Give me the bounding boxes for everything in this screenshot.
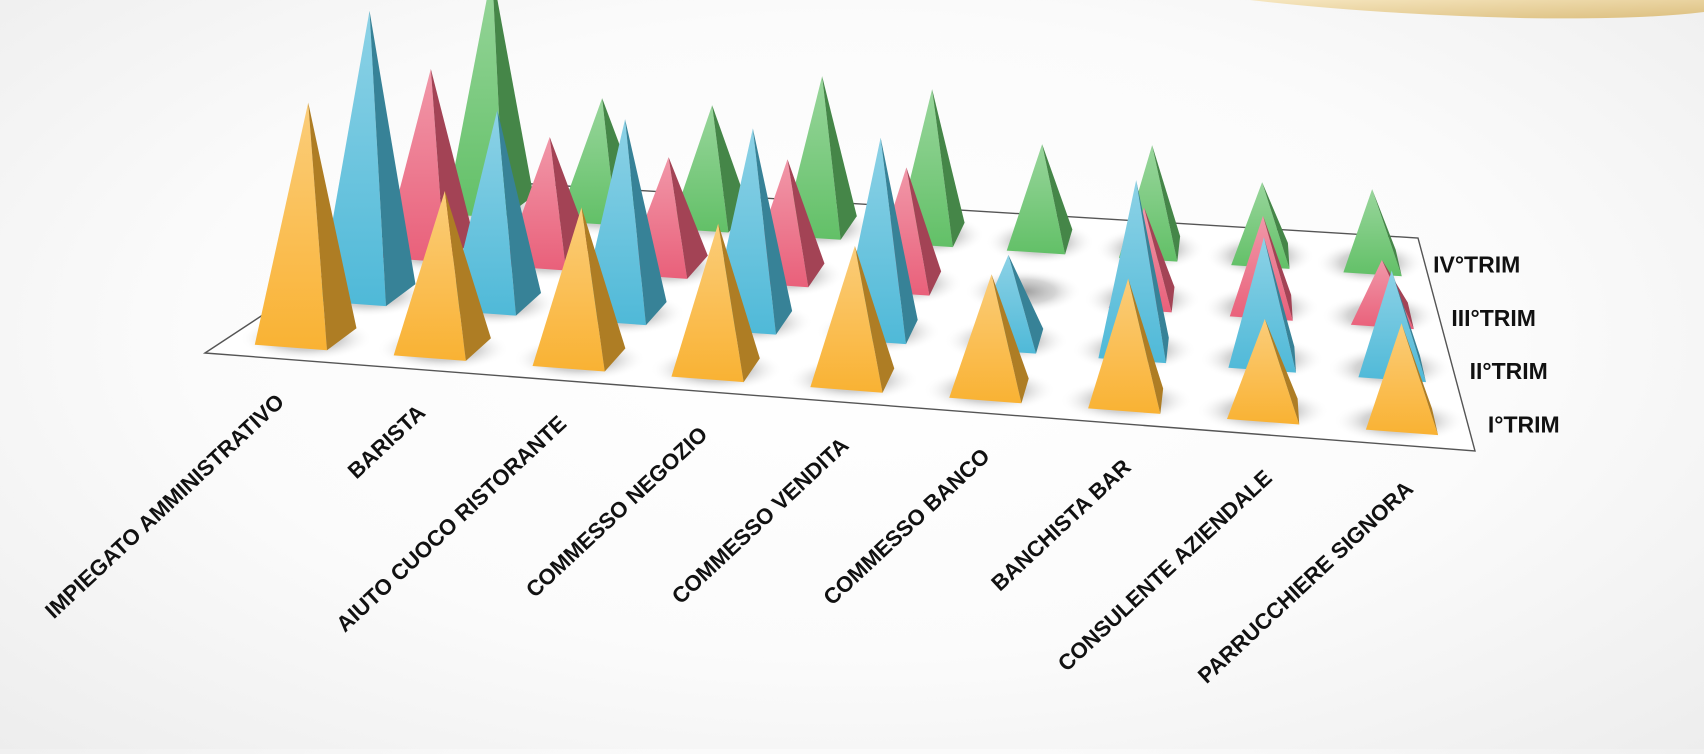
pyramid-bar — [671, 223, 760, 383]
corner-decoration — [1250, 0, 1704, 19]
pyramid-side-face — [369, 10, 416, 307]
pyramid-side-face — [444, 190, 491, 361]
pyramid-side-face — [1264, 318, 1300, 425]
pyramid-side-face — [308, 102, 357, 351]
pyramid-side-face — [1372, 189, 1402, 277]
pyramid-front-face — [1226, 318, 1300, 425]
pyramid-front-face — [1228, 237, 1296, 373]
pyramid-front-face — [532, 207, 605, 372]
pyramid-side-face — [991, 274, 1029, 404]
pyramid-front-face — [557, 98, 617, 226]
pyramid-side-face — [668, 157, 708, 279]
category-label: COMMESSO BANCO — [818, 443, 994, 610]
pyramid-front-face — [1088, 278, 1161, 414]
pyramid-bar — [949, 274, 1029, 404]
pyramid-front-face — [949, 274, 1022, 404]
pyramid-side-face — [1401, 323, 1439, 436]
pyramid-front-face — [1098, 180, 1166, 364]
pyramid-side-face — [1008, 254, 1044, 354]
series-label: I°TRIM — [1488, 411, 1560, 437]
pyramid-side-face — [1042, 144, 1073, 255]
pyramid-side-face — [822, 76, 857, 240]
pyramid-side-face — [1262, 182, 1290, 269]
pyramid-side-face — [854, 245, 895, 393]
pyramid-bar — [810, 245, 895, 393]
pyramid-side-face — [752, 128, 793, 335]
category-label: BANCHISTA BAR — [986, 454, 1135, 596]
pyramid-side-face — [718, 223, 760, 383]
series-label: IV°TRIM — [1433, 252, 1520, 278]
pyramid-front-face — [1343, 189, 1402, 277]
pyramid-bar — [1365, 323, 1439, 436]
pyramid-bar — [393, 190, 491, 361]
pyramid-bar — [1228, 237, 1296, 373]
pyramid-side-face — [1144, 207, 1175, 313]
pyramid-front-face — [1006, 144, 1066, 255]
pyramid-side-face — [1136, 180, 1169, 364]
category-label: BARISTA — [343, 400, 430, 484]
pyramid-front-face — [393, 190, 466, 361]
pyramid-side-face — [906, 167, 942, 296]
pyramid-side-face — [1263, 237, 1296, 373]
pyramid-front-face — [810, 245, 883, 393]
pyramid-side-face — [1263, 215, 1293, 321]
pyramid-front-face — [671, 223, 744, 383]
pyramid-bar — [1006, 144, 1073, 255]
category-label: COMMESSO VENDITA — [667, 432, 854, 608]
pyramid-side-face — [1391, 270, 1426, 383]
pyramid-bar — [1226, 318, 1300, 425]
pyramid-front-face — [1365, 323, 1439, 436]
pyramid-side-face — [625, 119, 667, 326]
pyramid-side-face — [581, 207, 626, 372]
pyramid-side-face — [932, 89, 965, 248]
pyramid-side-face — [497, 109, 542, 316]
series-label: III°TRIM — [1451, 305, 1536, 331]
pyramid-bar — [1343, 189, 1402, 277]
pyramid-bar — [254, 102, 357, 351]
pyramid-side-face — [880, 137, 918, 345]
pyramid-bar — [1098, 180, 1169, 364]
pyramid-front-face — [254, 102, 327, 351]
pyramid-bar — [532, 207, 626, 372]
pyramid-side-face — [1128, 278, 1164, 414]
pyramid-side-face — [787, 159, 825, 288]
series-label: II°TRIM — [1470, 358, 1548, 384]
category-label: IMPIEGATO AMMINISTRATIVO — [40, 389, 289, 623]
pyramid-side-face — [1152, 145, 1181, 262]
pyramid-bar — [1088, 278, 1164, 414]
